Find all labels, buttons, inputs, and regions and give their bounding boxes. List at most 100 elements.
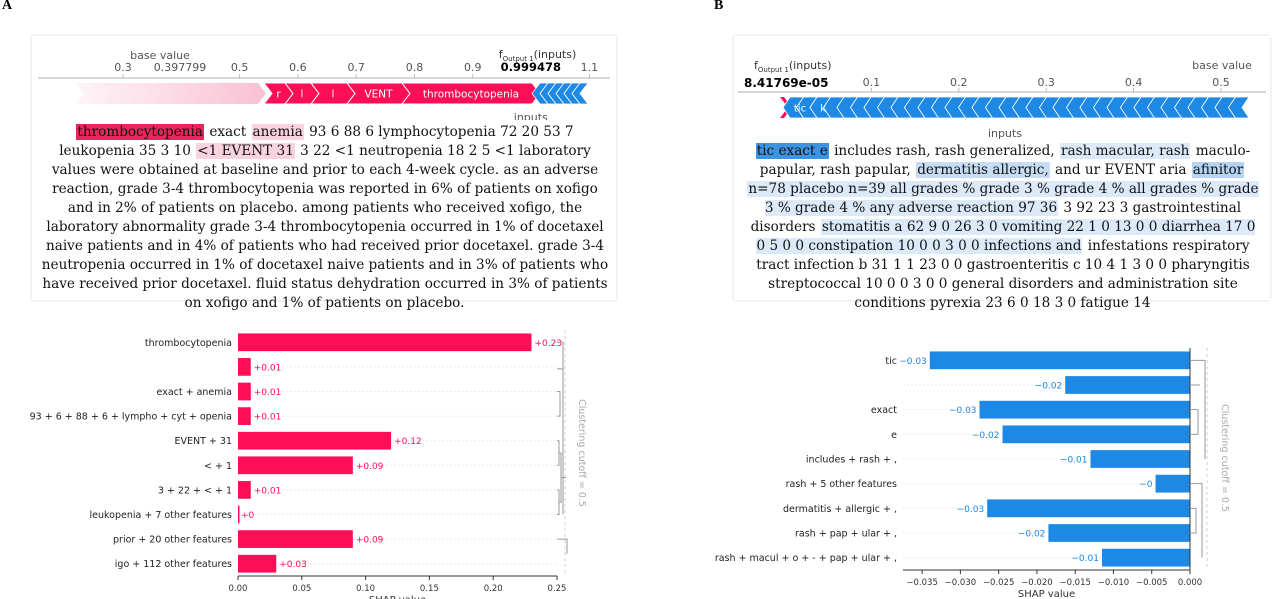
bar-a-x-tick-label: 0.20 [484, 584, 503, 594]
text-a-token: <1 EVENT 31 [196, 143, 295, 159]
bar-b-bar [1048, 524, 1190, 542]
bar-b-value-label: −0.02 [1035, 382, 1063, 392]
bar-b-dendrogram-path [1190, 359, 1206, 558]
bar-b-bar [1101, 548, 1190, 567]
bar-b-category-label: dermatitis + allergic + , [783, 504, 897, 515]
text-b-token: 3 92 23 3 gastrointestinal disorders [750, 200, 1242, 235]
bar-a-category-label: igo + 112 other features [115, 559, 232, 570]
bar-b-value-label: −0.03 [957, 505, 985, 515]
bar-a-bar [238, 554, 277, 573]
bar-a-value-label: +0.01 [254, 363, 282, 373]
force-a-minor-segment [206, 83, 227, 104]
bar-a-value-label: +0.09 [356, 536, 384, 546]
bar-a-value-label: +0.01 [254, 388, 282, 398]
force-a-tick-label: 0.5 [231, 61, 249, 74]
text-b-token: infestations respiratory tract infection… [756, 238, 1250, 311]
force-b-tick-label: 0.5 [1212, 76, 1230, 89]
bar-b-category-label: rash + 5 other features [786, 479, 897, 490]
bar-a-clustering-label: Clustering cutoff = 0.5 [576, 399, 587, 507]
force-a-output-value: 0.999478 [501, 60, 561, 74]
bar-a-x-tick-label: 0.05 [292, 584, 311, 594]
force-b-tick-label: 0.3 [1037, 76, 1055, 89]
bar-a-category-label: prior + 20 other features [113, 535, 232, 546]
bar-a-value-label: +0.01 [254, 413, 282, 423]
bar-a-bar [238, 481, 251, 499]
bar-a-category-label: EVENT + 31 [174, 436, 232, 447]
force-a-minor-segment [245, 83, 266, 104]
panel-a-frame [32, 36, 616, 300]
bar-a-bar [238, 456, 353, 475]
force-a-base-value: 0.397799 [154, 61, 207, 74]
text-b-token: rash macular, rash [1059, 143, 1191, 159]
force-a-minor-segment [180, 83, 201, 104]
bar-a-category-label: 93 + 6 + 88 + 6 + lympho + cyt + openia [30, 412, 232, 423]
force-a-tick-label: 0.7 [347, 61, 365, 74]
force-a-segment-label: thrombocytopenia [423, 89, 519, 101]
bar-b-bar [1090, 450, 1190, 468]
highlighted-text-b: tic exact e includes rash, rash generali… [746, 142, 1260, 313]
bar-b-dendrogram [1190, 359, 1206, 558]
force-b-tick-label: 0.2 [950, 76, 968, 89]
bar-b-x-axis-label: SHAP value [1018, 589, 1075, 599]
force-b-base-value-label: base value [1192, 59, 1252, 72]
force-plot-b: 0.1 0.2 0.3 0.4 0.5 base value 8.41769e-05 fOut… [738, 59, 1266, 140]
bar-a-x-tick-label: 0.00 [229, 584, 248, 594]
bar-a-bar [238, 407, 251, 425]
text-b-token: afinitor [1191, 162, 1245, 178]
force-a-tick-label: 1.1 [581, 61, 599, 74]
force-a-minor-segment [102, 83, 123, 104]
text-a-token: anemia [251, 124, 304, 140]
bar-b-category-label: includes + rash + , [806, 455, 897, 466]
bar-a-bar [238, 333, 532, 352]
bar-b-x-tick-label: −0.020 [1021, 578, 1052, 588]
bar-b-value-label: −0 [1139, 480, 1153, 490]
bar-a-bar [238, 382, 251, 401]
bar-a-value-label: +0.12 [394, 437, 422, 447]
force-a-minor-segment [141, 83, 162, 104]
bar-b-category-label: rash + pap + ular + , [795, 529, 897, 540]
force-b-tick-label: 0.4 [1125, 76, 1143, 89]
bar-b-bar [929, 351, 1190, 370]
bar-b-category-label: exact [871, 405, 897, 416]
bar-b-value-label: −0.01 [1060, 456, 1088, 466]
bar-a-bar [238, 505, 240, 524]
text-b-token: maculo-papular, rash papular, [759, 143, 1251, 178]
force-a-minor-segment [128, 83, 149, 104]
force-a-axis-label: inputs [514, 111, 548, 120]
force-a-tick-label: 0.9 [464, 61, 482, 74]
bar-a-value-label: +0.23 [534, 339, 562, 349]
bar-a-value-label: +0.03 [279, 560, 307, 570]
force-a-minor-segment [219, 83, 240, 104]
force-a-minor-segment [115, 83, 136, 104]
bar-b-value-label: −0.02 [972, 431, 1000, 441]
force-b-segment-label: k [820, 104, 826, 115]
bar-a-dendrogram-path [557, 341, 568, 554]
bar-b-bar [979, 400, 1190, 419]
bar-b-category-label: rash + macul + o + - + pap + ular + , [715, 553, 897, 564]
force-b-segment [1228, 96, 1250, 119]
bar-a-x-tick-label: 0.25 [548, 584, 567, 594]
force-b-axis-label: inputs [988, 127, 1022, 140]
bar-a-category-label: exact + anemia [157, 387, 232, 398]
bar-a-value-label: +0 [241, 511, 255, 521]
force-a-output-label: fOutput 1(inputs) [499, 48, 576, 63]
text-b-token: dermatitis allergic, [916, 162, 1050, 178]
force-b-tick-label: 0.1 [863, 76, 881, 89]
text-b-token: tic exact e [755, 143, 829, 159]
force-a-minor-segment [76, 83, 97, 104]
panel-b-label: B [714, 0, 724, 13]
bar-a-dendrogram [557, 341, 568, 554]
bar-b-bar [1155, 474, 1190, 493]
force-a-minor-segment [154, 83, 175, 104]
bar-b-clustering-label: Clustering cutoff = 0.5 [1219, 404, 1230, 512]
bar-b-x-tick-label: −0.030 [945, 578, 976, 588]
bar-b-category-label: e [891, 430, 897, 441]
force-a-segment-label: l [301, 89, 304, 101]
bar-b-x-tick-label: −0.015 [1059, 578, 1090, 588]
force-b-segment-label: tic [794, 104, 806, 115]
bar-b-bar [1065, 376, 1190, 394]
bar-b-value-label: −0.01 [1071, 554, 1099, 564]
text-b-token [1244, 162, 1246, 178]
force-a-segment [400, 82, 541, 105]
